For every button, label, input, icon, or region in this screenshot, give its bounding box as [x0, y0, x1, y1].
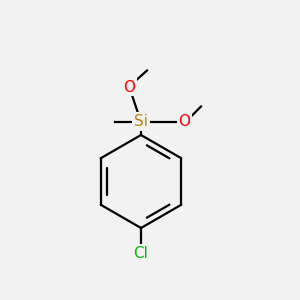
Text: Cl: Cl — [134, 246, 148, 261]
Text: Si: Si — [134, 114, 148, 129]
Text: O: O — [123, 80, 135, 94]
Text: O: O — [178, 114, 190, 129]
